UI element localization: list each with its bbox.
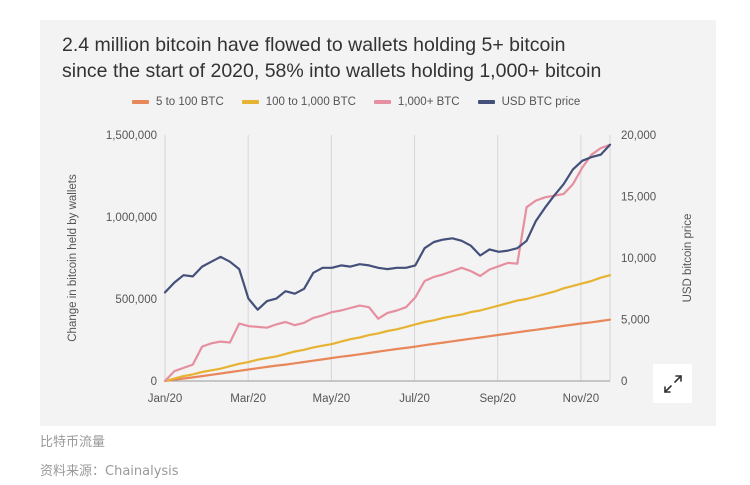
line-chart: 0 500,000 1,000,000 1,500,000 0 5,000 10,000 15… <box>67 130 694 405</box>
x-tick-label: Nov/20 <box>563 393 599 405</box>
legend-label: 5 to 100 BTC <box>156 96 224 108</box>
legend-item: 100 to 1,000 BTC <box>241 96 356 108</box>
series-line-5-to-100-btc <box>163 318 612 383</box>
legend-label: USD BTC price <box>501 96 581 108</box>
y-right-tick-label: 10,000 <box>621 253 656 265</box>
legend-swatch <box>477 100 495 104</box>
y-right-tick-label: 0 <box>621 376 627 388</box>
series-line-1-000-btc <box>163 143 612 383</box>
series-line-usd-btc-price <box>163 143 612 311</box>
y-right-tick-label: 20,000 <box>621 130 656 142</box>
y-right-tick-label: 15,000 <box>621 192 656 204</box>
y-left-tick-label: 0 <box>151 376 157 388</box>
y-right-tick-label: 5,000 <box>621 315 650 327</box>
source-caption: 资料来源：Chainalysis <box>40 464 179 479</box>
chart-title-line-2: since the start of 2020, 58% into wallet… <box>62 60 602 82</box>
legend-swatch <box>132 100 149 104</box>
y-left-tick-label: 1,500,000 <box>106 130 157 142</box>
series-line-100-to-1-000-btc <box>163 274 612 383</box>
y-right-axis-title: USD bitcoin price <box>682 214 694 303</box>
y-left-tick-label: 1,000,000 <box>106 212 157 224</box>
legend-item: 5 to 100 BTC <box>132 96 224 108</box>
y-left-tick-label: 500,000 <box>115 294 157 306</box>
x-tick-label: May/20 <box>312 393 350 405</box>
chart-legend: 5 to 100 BTC 100 to 1,000 BTC 1,000+ BTC US… <box>132 96 580 108</box>
x-tick-label: Sep/20 <box>479 393 515 405</box>
legend-swatch <box>373 100 391 104</box>
x-tick-label: Mar/20 <box>230 393 266 405</box>
legend-item: 1,000+ BTC <box>373 96 460 108</box>
legend-item: USD BTC price <box>477 96 581 108</box>
x-tick-label: Jan/20 <box>148 393 183 405</box>
expand-arrows-icon <box>663 374 682 393</box>
y-left-axis-title: Change in bitcoin held by wallets <box>67 174 79 342</box>
image-caption: 比特币流量 <box>40 435 106 450</box>
chart-title-line-1: 2.4 million bitcoin have flowed to walle… <box>62 34 566 56</box>
legend-label: 1,000+ BTC <box>397 96 460 108</box>
x-tick-label: Jul/20 <box>399 393 430 405</box>
expand-button[interactable] <box>653 364 692 403</box>
chart-title: 2.4 million bitcoin have flowed to walle… <box>62 32 702 84</box>
legend-swatch <box>241 100 259 104</box>
chart-card: 2.4 million bitcoin have flowed to walle… <box>40 20 716 426</box>
legend-label: 100 to 1,000 BTC <box>265 96 356 108</box>
